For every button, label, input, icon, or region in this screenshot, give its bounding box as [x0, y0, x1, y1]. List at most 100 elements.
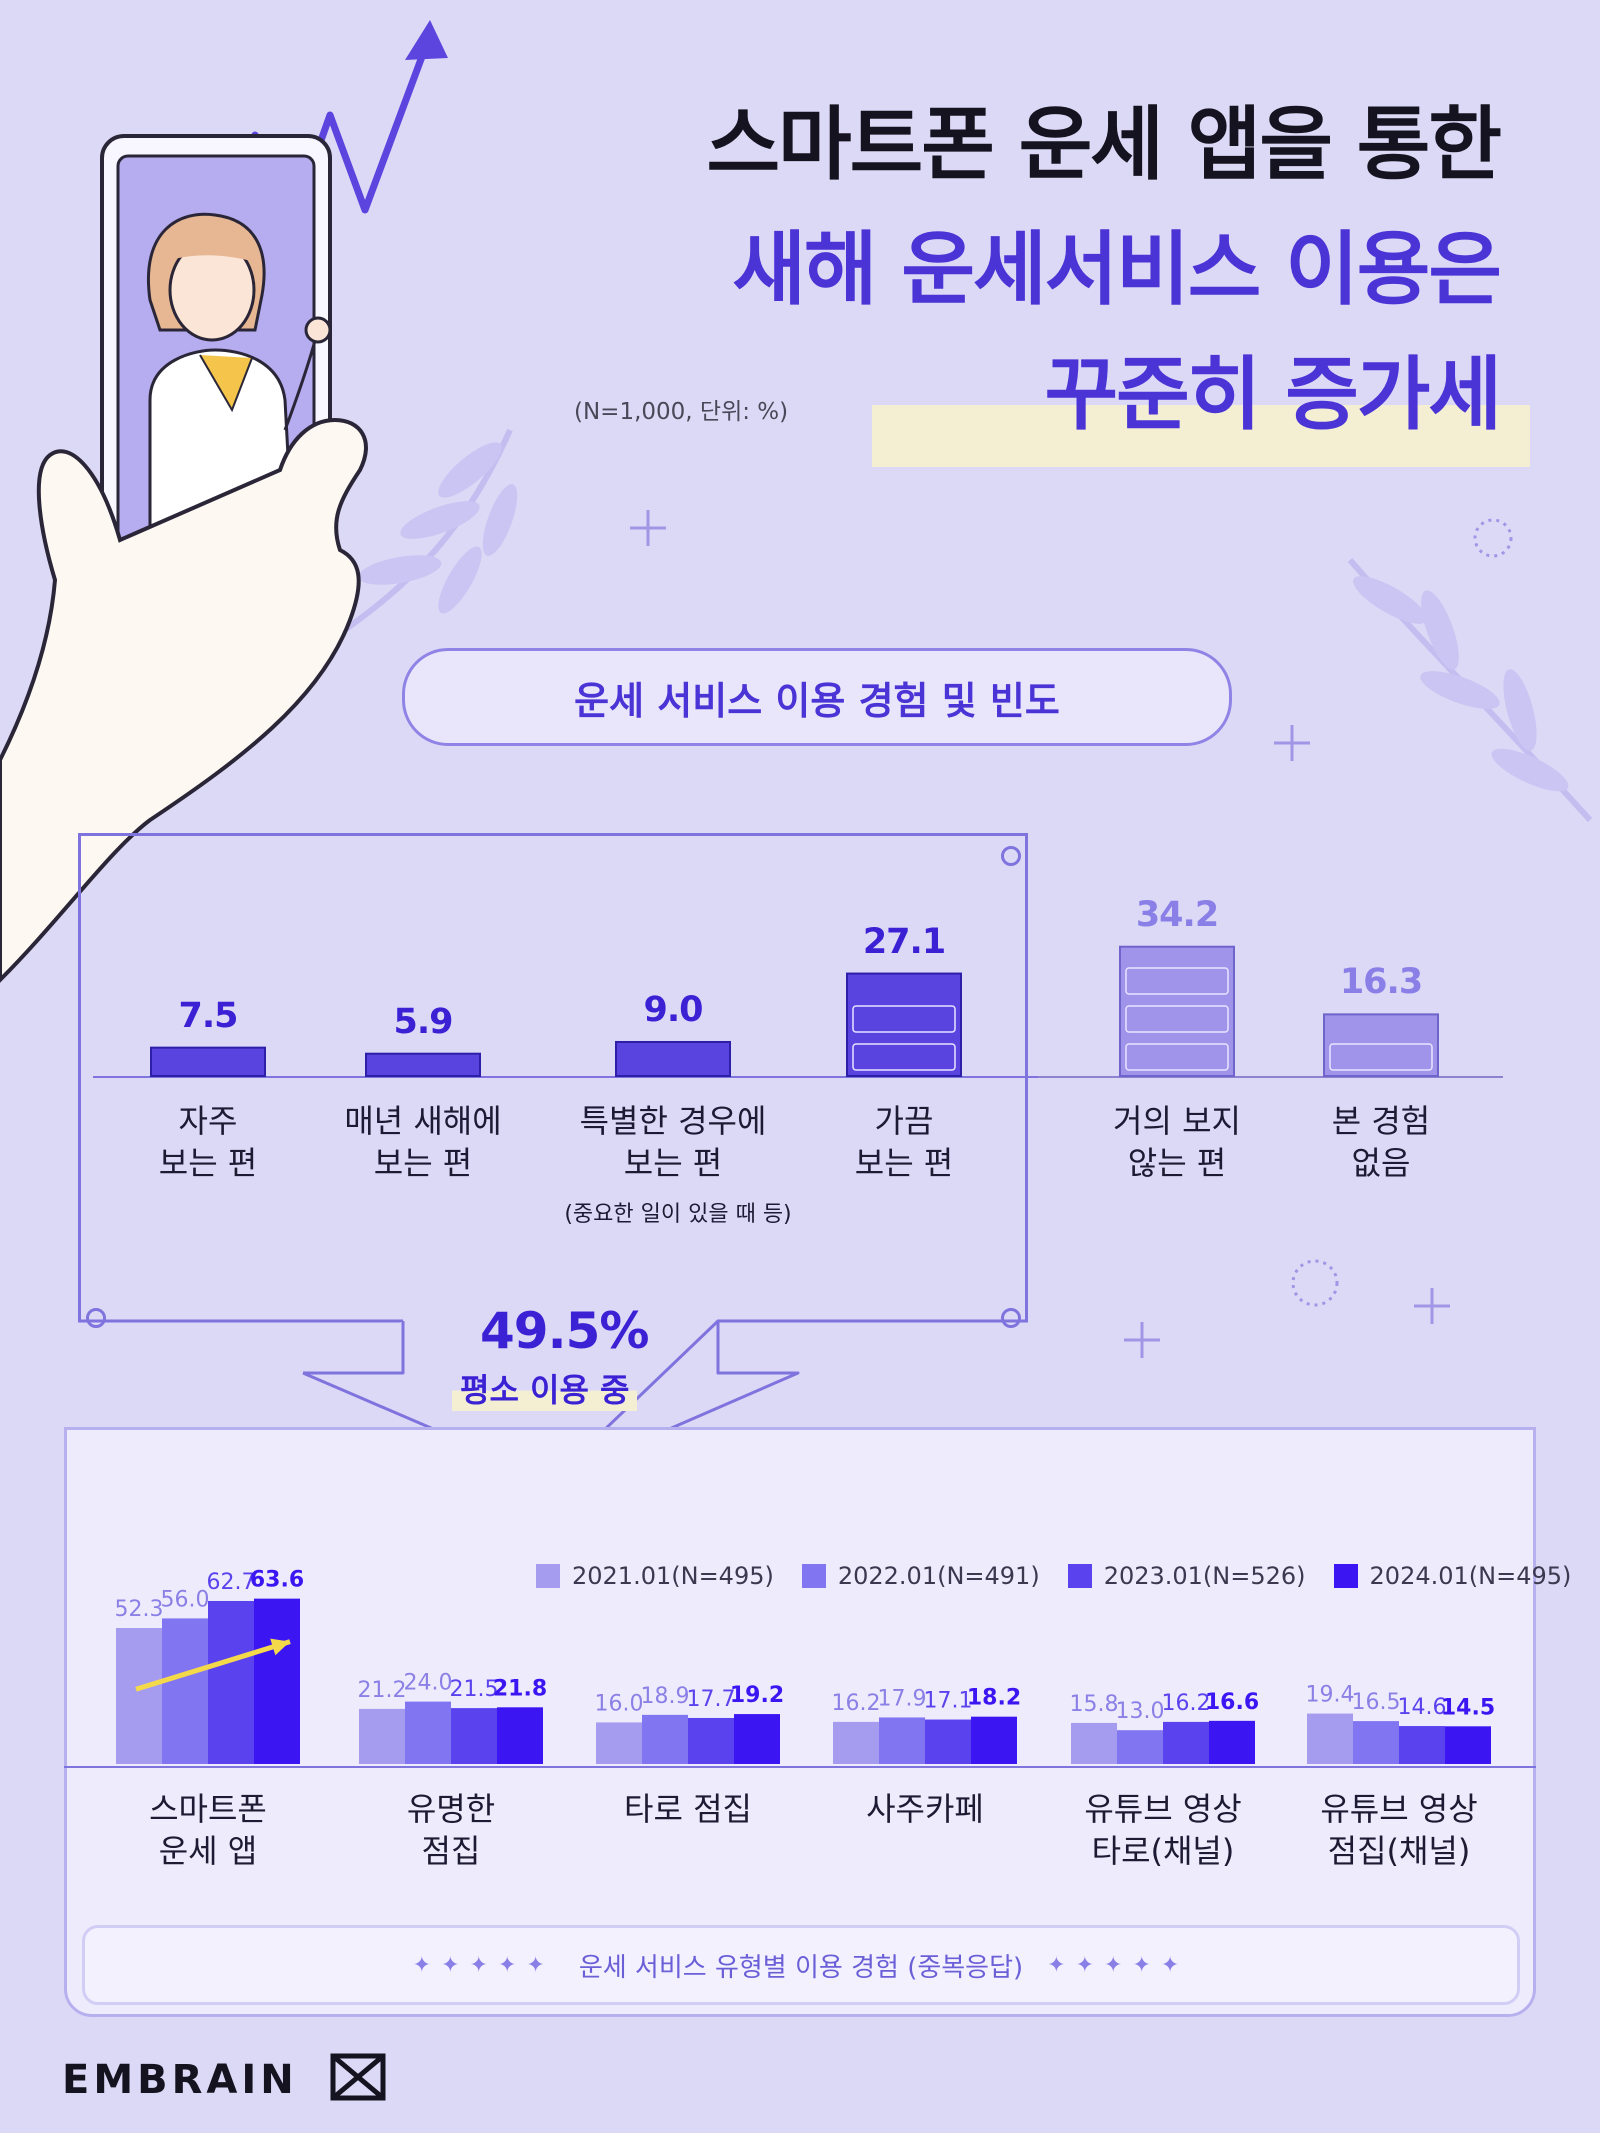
- bar-segment-decoration: [1125, 967, 1229, 995]
- service-bar: [254, 1598, 300, 1764]
- bar-segment-decoration: [1329, 1043, 1433, 1071]
- section-title: 운세 서비스 이용 경험 및 빈도: [402, 648, 1232, 746]
- service-value-label: 16.6: [1205, 1690, 1259, 1715]
- service-value-label: 19.2: [730, 1683, 784, 1708]
- service-value-label: 18.9: [641, 1684, 690, 1709]
- service-value-label: 24.0: [404, 1671, 453, 1696]
- service-bar: [1117, 1730, 1163, 1764]
- frequency-chart: [150, 945, 1439, 1078]
- service-bar: [1071, 1722, 1117, 1764]
- service-bar: [162, 1618, 208, 1764]
- legend-label: 2022.01(N=491): [837, 1562, 1040, 1590]
- bar-segment-decoration: [1125, 1005, 1229, 1033]
- title-line-2: 새해 운세서비스 이용은: [732, 223, 1502, 316]
- frequency-bar: [846, 972, 962, 1078]
- bar-segment-decoration: [852, 1005, 956, 1033]
- service-category-label: 스마트폰 운세 앱: [149, 1790, 267, 1870]
- service-value-label: 21.8: [493, 1676, 547, 1701]
- legend-item: 2022.01(N=491): [801, 1562, 1040, 1590]
- service-bar: [688, 1717, 734, 1764]
- service-bar: [1307, 1713, 1353, 1764]
- regular-use-label: 평소 이용 중: [452, 1365, 638, 1411]
- legend-swatch: [801, 1564, 826, 1588]
- service-bar: [1163, 1721, 1209, 1764]
- service-value-label: 14.5: [1441, 1695, 1495, 1720]
- service-value-label: 16.0: [595, 1691, 644, 1716]
- frequency-value-label: 16.3: [1339, 962, 1423, 1003]
- service-category-label: 사주카페: [866, 1790, 984, 1828]
- title-highlight: [872, 405, 1530, 467]
- title-line-3: 꾸준히 증가세: [1044, 348, 1502, 441]
- service-category-label: 타로 점집: [624, 1790, 752, 1828]
- trend-arrow-line: [135, 1639, 291, 1692]
- chart2-baseline: [64, 1766, 1536, 1768]
- frequency-category-label: 거의 보지 않는 편: [1113, 1102, 1241, 1182]
- service-bar: [879, 1717, 925, 1764]
- legend-swatch: [1067, 1564, 1092, 1588]
- service-bar: [596, 1722, 642, 1764]
- service-category-label: 유명한 점집: [406, 1790, 496, 1870]
- service-bar: [116, 1628, 162, 1764]
- service-bar: [208, 1600, 254, 1764]
- service-value-label: 52.3: [115, 1597, 164, 1622]
- bar-segment-decoration: [852, 1043, 956, 1071]
- frequency-value-label: 27.1: [862, 921, 946, 962]
- service-value-label: 16.2: [832, 1691, 881, 1716]
- legend-item: 2023.01(N=526): [1067, 1562, 1306, 1590]
- service-value-label: 13.0: [1116, 1699, 1165, 1724]
- frequency-category-label: 자주 보는 편: [158, 1102, 258, 1182]
- regular-use-percent: 49.5%: [480, 1302, 649, 1360]
- leaf-decoration-left: [328, 428, 518, 643]
- service-value-label: 21.5: [450, 1677, 499, 1702]
- frame-corner-dot: [1001, 1308, 1021, 1328]
- frequency-bar: [615, 1040, 731, 1077]
- service-bar: [833, 1721, 879, 1764]
- service-value-label: 17.7: [687, 1687, 736, 1712]
- unit-note: (N=1,000, 단위: %): [574, 399, 789, 425]
- frequency-category-label: 본 경험 없음: [1331, 1102, 1431, 1182]
- service-bar: [405, 1701, 451, 1764]
- chart-caption: 운세 서비스 유형별 이용 경험 (중복응답): [578, 1952, 1024, 1983]
- service-bar: [1353, 1721, 1399, 1764]
- sparkle-icon-row-right: ✦✦✦✦✦: [1047, 1952, 1190, 1978]
- service-bar: [1399, 1726, 1445, 1764]
- brand-name: EMBRAIN: [62, 2057, 298, 2103]
- frequency-bar: [1323, 1013, 1439, 1077]
- frequency-value-label: 7.5: [178, 995, 238, 1036]
- chart1-baseline-nonusers: [1038, 1076, 1503, 1078]
- chart-caption-box: ✦✦✦✦✦ 운세 서비스 유형별 이용 경험 (중복응답) ✦✦✦✦✦: [82, 1925, 1520, 2005]
- service-bar: [925, 1719, 971, 1764]
- frequency-value-label: 9.0: [643, 989, 703, 1030]
- service-value-label: 17.1: [924, 1689, 973, 1714]
- sparkle-icon-row-left: ✦✦✦✦✦: [412, 1952, 555, 1978]
- leaf-decoration-right: [1347, 558, 1593, 823]
- service-category-label: 유튜브 영상 타로(채널): [1084, 1790, 1242, 1870]
- service-value-label: 15.8: [1070, 1692, 1119, 1717]
- frame-corner-dot: [1001, 846, 1021, 866]
- frequency-category-label: 매년 새해에 보는 편: [344, 1102, 502, 1182]
- special-case-note: (중요한 일이 있을 때 등): [564, 1202, 792, 1227]
- bar-segment-decoration: [1125, 1043, 1229, 1071]
- frequency-category-label: 가끔 보는 편: [854, 1102, 954, 1182]
- frequency-category-label: 특별한 경우에 보는 편: [579, 1102, 767, 1182]
- title-line-1: 스마트폰 운세 앱을 통한: [706, 98, 1502, 191]
- service-value-label: 19.4: [1306, 1683, 1355, 1708]
- service-value-label: 16.5: [1352, 1690, 1401, 1715]
- service-value-label: 62.7: [207, 1570, 256, 1595]
- service-value-label: 18.2: [967, 1686, 1021, 1711]
- service-bar: [971, 1716, 1017, 1764]
- frequency-bar: [150, 1046, 266, 1078]
- frequency-value-label: 34.2: [1135, 894, 1219, 935]
- chart-legend: 2021.01(N=495) 2022.01(N=491) 2023.01(N=52…: [536, 1562, 1571, 1590]
- hand-illustration: [0, 417, 368, 983]
- frequency-bar: [365, 1052, 481, 1077]
- service-value-label: 56.0: [161, 1587, 210, 1612]
- service-bar: [734, 1714, 780, 1764]
- service-bar: [359, 1708, 405, 1764]
- service-value-label: 17.9: [878, 1686, 927, 1711]
- service-bar: [497, 1707, 543, 1764]
- legend-swatch: [1333, 1564, 1358, 1588]
- legend-item: 2021.01(N=495): [536, 1562, 774, 1590]
